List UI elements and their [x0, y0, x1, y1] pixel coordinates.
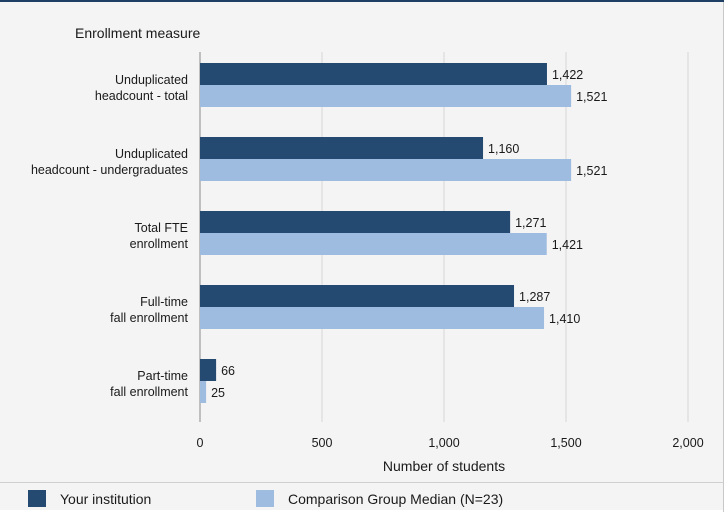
value-label-comparison-median: 1,421	[552, 238, 583, 252]
value-label-your-institution: 1,422	[552, 68, 583, 82]
category-label: enrollment	[130, 237, 189, 251]
legend-item-your-institution: Your institution	[28, 490, 151, 507]
category-label: Unduplicated	[115, 73, 188, 87]
bar-comparison-median	[200, 307, 545, 329]
category-label: headcount - undergraduates	[31, 163, 188, 177]
bar-your-institution	[200, 359, 217, 381]
x-tick-label: 2,000	[672, 436, 703, 450]
bar-comparison-median	[200, 85, 572, 107]
legend-swatch-your-institution	[28, 490, 46, 507]
x-tick-label: 1,500	[550, 436, 581, 450]
value-label-comparison-median: 25	[211, 386, 225, 400]
x-tick-label: 500	[312, 436, 333, 450]
bar-your-institution	[200, 137, 484, 159]
legend-item-comparison-median: Comparison Group Median (N=23)	[256, 490, 503, 507]
value-label-comparison-median: 1,521	[576, 164, 607, 178]
legend: Your institution Comparison Group Median…	[0, 482, 724, 513]
category-label: Part-time	[137, 369, 188, 383]
legend-swatch-comparison-median	[256, 490, 274, 507]
value-label-comparison-median: 1,521	[576, 90, 607, 104]
bar-comparison-median	[200, 233, 547, 255]
bar-your-institution	[200, 211, 511, 233]
bar-comparison-median	[200, 159, 572, 181]
category-label: headcount - total	[95, 89, 188, 103]
value-label-comparison-median: 1,410	[549, 312, 580, 326]
category-label: fall enrollment	[110, 385, 188, 399]
bar-comparison-median	[200, 381, 207, 403]
category-label: Full-time	[140, 295, 188, 309]
x-tick-label: 1,000	[428, 436, 459, 450]
value-label-your-institution: 1,271	[515, 216, 546, 230]
value-label-your-institution: 1,160	[488, 142, 519, 156]
bar-your-institution	[200, 63, 547, 85]
x-axis-title: Number of students	[383, 458, 505, 474]
legend-label-comparison-median: Comparison Group Median (N=23)	[288, 490, 504, 507]
category-label: fall enrollment	[110, 311, 188, 325]
bar-your-institution	[200, 285, 515, 307]
category-label: Total FTE	[135, 221, 189, 235]
category-label: Unduplicated	[115, 147, 188, 161]
value-label-your-institution: 66	[221, 364, 235, 378]
value-label-your-institution: 1,287	[519, 290, 550, 304]
legend-label-your-institution: Your institution	[60, 490, 152, 507]
bar-chart: 0 500 1,000 1,500 2,000 Enrollment measure Num…	[31, 25, 704, 474]
y-axis-title: Enrollment measure	[75, 25, 200, 41]
x-tick-label: 0	[197, 436, 204, 450]
